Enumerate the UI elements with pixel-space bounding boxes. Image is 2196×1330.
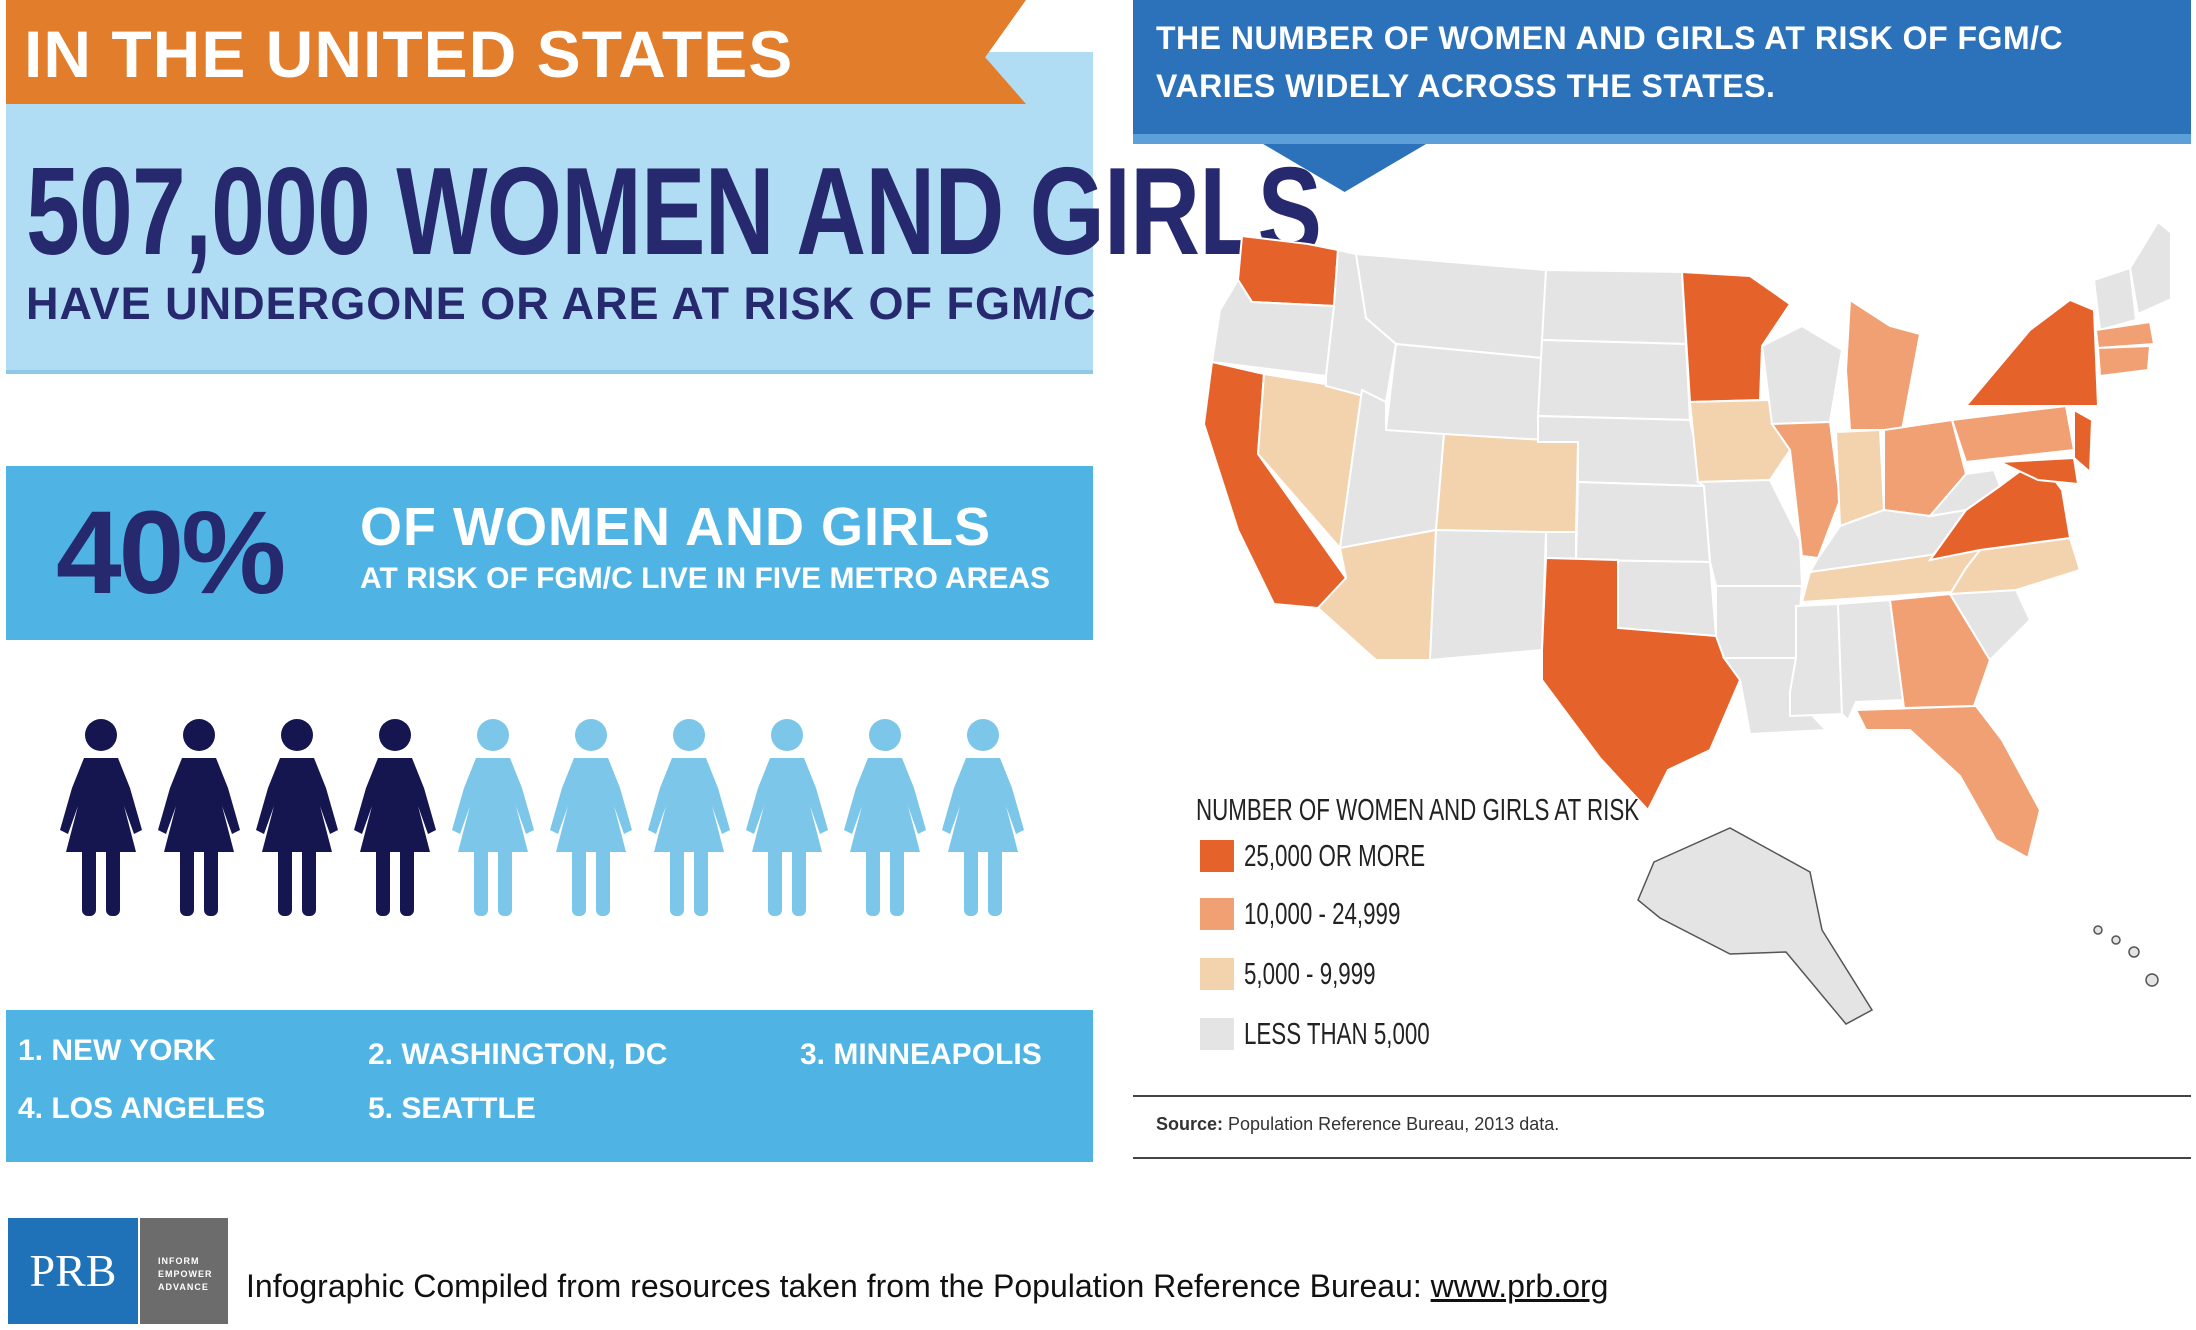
state-vermont-nh — [2092, 266, 2138, 332]
state-michigan — [1844, 298, 1922, 431]
percent-caption-line2: AT RISK OF FGM/C LIVE IN FIVE METRO AREA… — [360, 562, 1051, 595]
person-icon — [250, 718, 344, 923]
person-icon — [544, 718, 638, 923]
percent-value: 40% — [56, 487, 286, 619]
person-icon — [446, 718, 540, 923]
source-note: Source: Population Reference Bureau, 201… — [1156, 1114, 1559, 1135]
legend-swatch — [1200, 1018, 1234, 1050]
state-new-jersey — [2073, 408, 2094, 475]
state-washington — [1236, 234, 1340, 308]
source-text: Population Reference Bureau, 2013 data. — [1223, 1114, 1560, 1134]
metro-item: 5. SEATTLE — [368, 1092, 536, 1125]
state-hawaii — [2145, 973, 2159, 987]
source-rule-top — [1133, 1095, 2191, 1097]
percent-caption-line1: OF WOMEN AND GIRLS — [360, 497, 991, 557]
metro-item: 3. MINNEAPOLIS — [800, 1038, 1042, 1071]
person-icon — [54, 718, 148, 923]
metro-item: 4. LOS ANGELES — [18, 1092, 266, 1125]
legend-swatch — [1200, 840, 1234, 872]
state-colorado — [1434, 432, 1580, 536]
state-missouri — [1694, 478, 1804, 587]
percent-panel — [6, 466, 1093, 640]
person-icon — [838, 718, 932, 923]
state-new-mexico — [1428, 528, 1548, 662]
footer-credit-text: Infographic Compiled from resources take… — [246, 1268, 1431, 1304]
person-icon — [740, 718, 834, 923]
logo-tagline: EMPOWER — [158, 1269, 213, 1279]
prb-logo-tagline-block — [140, 1218, 228, 1324]
state-alaska — [1637, 827, 1874, 1025]
legend-label: 5,000 - 9,999 — [1244, 956, 1376, 991]
state-arkansas — [1715, 585, 1804, 659]
title-banner — [6, 0, 1026, 104]
person-icon — [152, 718, 246, 923]
state-hawaii — [2111, 935, 2121, 945]
source-rule-bottom — [1133, 1157, 2191, 1159]
legend-swatch — [1200, 898, 1234, 930]
state-florida — [1854, 704, 2042, 860]
state-georgia — [1888, 592, 1992, 710]
state-wyoming — [1384, 342, 1544, 444]
banner-title: IN THE UNITED STATES — [24, 17, 794, 91]
person-icon — [642, 718, 736, 923]
metro-item: 2. WASHINGTON, DC — [368, 1038, 668, 1071]
map-header-text: THE NUMBER OF WOMEN AND GIRLS AT RISK OF… — [1156, 20, 2064, 104]
state-west-virginia — [1927, 468, 2002, 518]
metro-item: 1. NEW YORK — [18, 1034, 216, 1067]
state-iowa — [1688, 398, 1792, 484]
legend-label: LESS THAN 5,000 — [1244, 1016, 1430, 1051]
legend-label: 10,000 - 24,999 — [1244, 896, 1401, 931]
prb-logo-text: PRB — [29, 1245, 117, 1296]
person-icon — [348, 718, 442, 923]
state-massachusetts — [2094, 320, 2156, 350]
state-texas — [1541, 556, 1742, 812]
prb-logo — [8, 1218, 138, 1324]
state-hawaii — [2128, 946, 2140, 958]
state-south-dakota — [1536, 338, 1692, 422]
logo-tagline: INFORM — [158, 1256, 200, 1266]
state-hawaii — [2093, 925, 2103, 935]
state-kansas — [1574, 480, 1712, 564]
us-state-map — [1202, 220, 2170, 1025]
legend-swatch — [1200, 958, 1234, 990]
map-header-stripe — [1133, 134, 2191, 144]
source-label: Source: — [1156, 1114, 1224, 1134]
person-icon — [936, 718, 1030, 923]
state-arizona — [1316, 528, 1438, 661]
legend-title: NUMBER OF WOMEN AND GIRLS AT RISK — [1196, 792, 1640, 827]
logo-tagline: ADVANCE — [158, 1282, 209, 1292]
state-pennsylvania — [1950, 404, 2076, 464]
legend-label: 25,000 OR MORE — [1244, 838, 1426, 873]
state-north-dakota — [1540, 268, 1688, 346]
state-wisconsin — [1760, 324, 1844, 426]
headline-number: 507,000 WOMEN AND GIRLS — [26, 143, 1322, 281]
prb-website-link[interactable]: www.prb.org — [1430, 1268, 1609, 1304]
footer-credit: Infographic Compiled from resources take… — [246, 1268, 1608, 1305]
state-mississippi — [1789, 602, 1844, 718]
headline-subtitle: HAVE UNDERGONE OR ARE AT RISK OF FGM/C — [26, 278, 1097, 329]
state-new-york — [1963, 298, 2100, 407]
people-pictogram — [54, 718, 1044, 918]
metro-panel — [6, 1010, 1093, 1162]
state-connecticut-ri — [2096, 344, 2152, 378]
state-maryland — [1999, 456, 2080, 486]
state-maine — [2128, 220, 2170, 316]
